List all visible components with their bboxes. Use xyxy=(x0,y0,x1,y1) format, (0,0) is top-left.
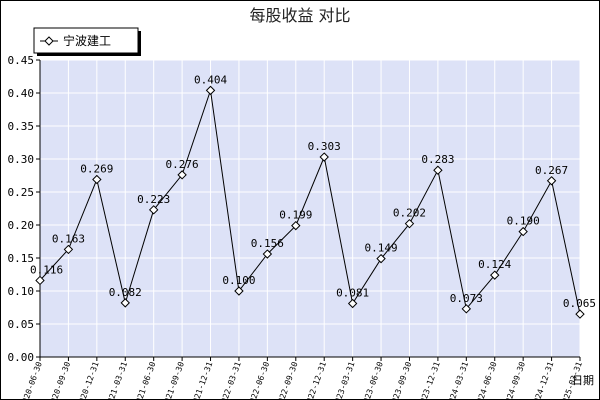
plot-area xyxy=(40,60,580,357)
y-tick-label: 0.25 xyxy=(8,186,35,199)
data-point xyxy=(177,170,187,180)
data-label: 0.276 xyxy=(166,158,199,171)
data-label: 0.404 xyxy=(194,73,227,86)
data-label: 0.116 xyxy=(30,263,63,276)
data-label: 0.149 xyxy=(364,242,397,255)
x-tick-label: 2021-03-31 xyxy=(104,360,129,400)
y-tick-label: 0.15 xyxy=(8,252,35,265)
x-tick-label: 2020-06-30 xyxy=(19,360,44,400)
y-axis-ticks: 0.00 0.05 0.10 0.15 0.20 0.25 0.30 0.35 0.40 0.45 xyxy=(8,54,40,364)
axes xyxy=(39,60,580,358)
x-axis-ticks: 2020-06-30 2020-09-30 2020-12-31 2021-03-31… xyxy=(19,357,584,400)
legend-label: 宁波建工 xyxy=(63,33,111,48)
data-label: 0.065 xyxy=(563,297,596,310)
x-tick-label: 2020-09-30 xyxy=(47,360,72,400)
x-tick-label: 2021-09-30 xyxy=(161,360,186,400)
grid-lines xyxy=(39,59,581,357)
data-label: 0.223 xyxy=(137,193,170,206)
y-tick-label: 0.05 xyxy=(8,318,35,331)
x-tick-label: 2021-06-30 xyxy=(133,360,158,400)
x-tick-label: 2023-03-31 xyxy=(332,360,357,400)
x-tick-label: 2023-12-31 xyxy=(417,360,442,400)
data-label: 0.267 xyxy=(535,164,568,177)
data-point xyxy=(262,249,273,259)
x-tick-label: 2022-03-31 xyxy=(218,360,243,400)
data-label: 0.190 xyxy=(507,215,540,228)
data-point xyxy=(518,226,528,237)
y-tick-label: 0.10 xyxy=(8,285,35,298)
legend-marker-icon xyxy=(44,36,54,46)
data-point xyxy=(404,218,415,229)
data-label: 0.082 xyxy=(109,286,142,299)
x-tick-label: 2024-12-31 xyxy=(531,360,556,400)
x-tick-label: 2022-09-30 xyxy=(275,360,300,400)
data-label: 0.156 xyxy=(251,237,284,250)
data-label: 0.073 xyxy=(450,292,483,305)
data-point xyxy=(319,152,329,162)
y-tick-label: 0.30 xyxy=(8,153,35,166)
x-tick-label: 2024-09-30 xyxy=(502,360,527,400)
data-label: 0.081 xyxy=(336,287,369,300)
x-tick-label: 2022-06-30 xyxy=(246,360,271,400)
data-label: 0.303 xyxy=(308,140,341,153)
data-point xyxy=(35,275,45,286)
data-point xyxy=(546,176,557,186)
data-point xyxy=(234,286,244,296)
data-label: 0.283 xyxy=(421,153,454,166)
series-line xyxy=(39,90,581,315)
data-label: 0.199 xyxy=(279,209,312,222)
y-tick-label: 0.40 xyxy=(8,87,35,100)
legend: 宁波建工 xyxy=(33,27,141,56)
x-tick-label: 2024-06-30 xyxy=(474,360,499,400)
data-point xyxy=(205,85,216,96)
data-point xyxy=(148,205,159,215)
x-tick-label: 2023-06-30 xyxy=(360,360,385,400)
y-tick-label: 0.20 xyxy=(8,219,35,232)
data-point xyxy=(291,220,301,231)
x-axis-label: 日期 xyxy=(572,374,594,387)
data-label: 0.269 xyxy=(80,162,113,175)
data-point xyxy=(63,244,74,255)
data-label: 0.100 xyxy=(222,274,255,287)
data-point xyxy=(92,174,102,185)
chart-title: 每股收益 对比 xyxy=(249,6,350,25)
y-tick-label: 0.00 xyxy=(8,351,35,364)
data-point xyxy=(120,298,130,308)
data-point xyxy=(461,304,472,314)
data-point xyxy=(490,270,500,280)
data-point xyxy=(347,298,358,309)
x-tick-label: 2021-12-31 xyxy=(189,360,214,400)
data-labels: 0.116 0.163 0.269 0.082 0.223 0.276 0.404 0.100… xyxy=(30,73,596,310)
data-point xyxy=(575,309,585,319)
data-label: 0.202 xyxy=(393,207,426,220)
data-point xyxy=(376,253,386,264)
x-tick-label: 2023-09-30 xyxy=(388,360,413,400)
data-point xyxy=(433,165,443,175)
data-points xyxy=(35,85,585,319)
y-tick-label: 0.45 xyxy=(8,54,35,67)
x-tick-label: 2024-03-31 xyxy=(445,360,470,400)
x-tick-label: 2020-12-31 xyxy=(76,360,101,400)
y-tick-label: 0.35 xyxy=(8,120,35,133)
x-tick-label: 2022-12-31 xyxy=(303,360,328,400)
data-label: 0.163 xyxy=(52,232,85,245)
data-label: 0.124 xyxy=(478,258,511,271)
